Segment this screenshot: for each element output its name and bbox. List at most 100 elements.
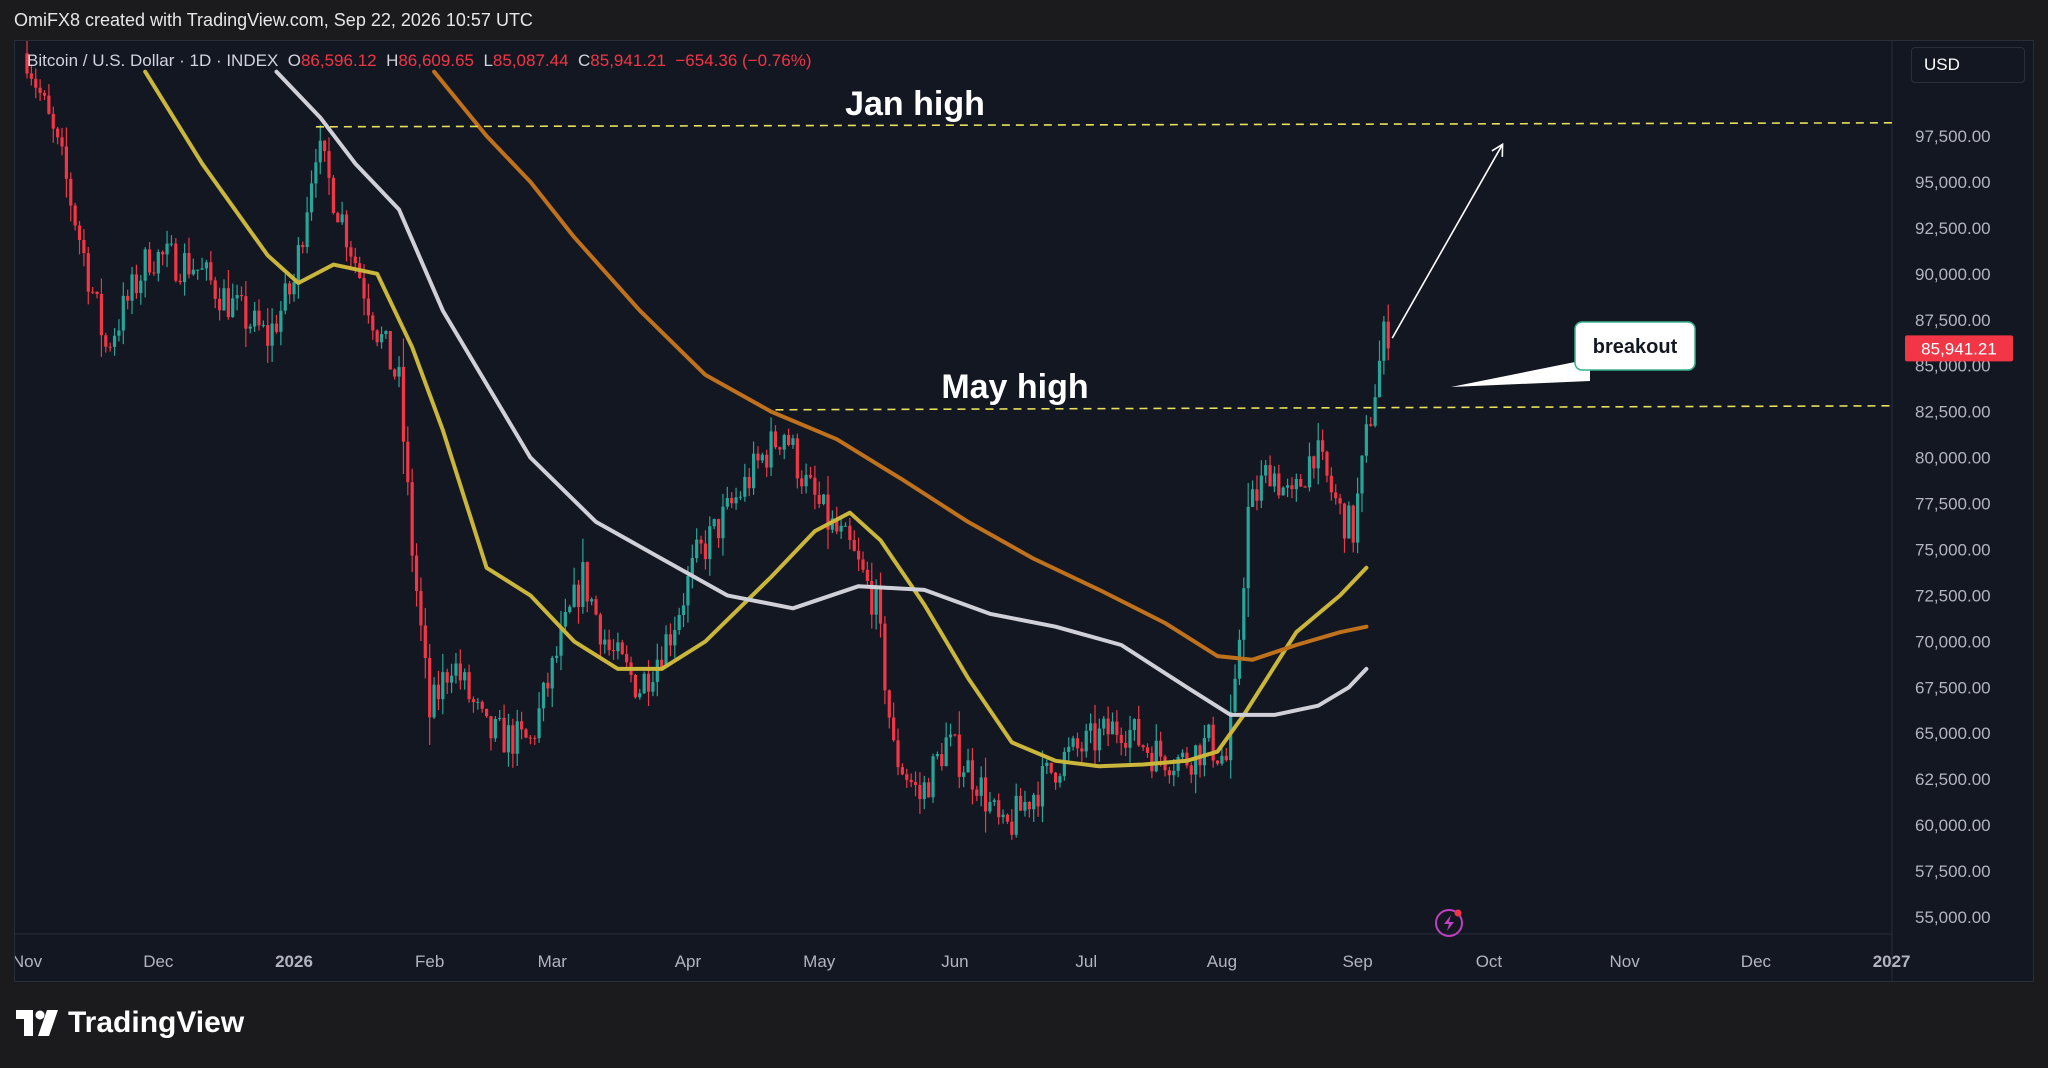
candle xyxy=(730,492,734,509)
candle xyxy=(1001,809,1005,824)
candle xyxy=(751,441,756,495)
candle xyxy=(1329,467,1333,501)
candle xyxy=(791,434,795,449)
candle xyxy=(756,446,760,469)
candle xyxy=(239,286,244,301)
candle xyxy=(454,652,458,684)
candle xyxy=(878,572,883,638)
candle xyxy=(962,766,966,788)
candle xyxy=(419,577,423,642)
candle xyxy=(664,625,668,669)
low-label: L xyxy=(483,51,493,70)
candle xyxy=(1377,340,1382,398)
currency-button[interactable]: USD xyxy=(1911,47,2025,83)
candle xyxy=(1163,754,1167,777)
candle xyxy=(91,286,95,294)
candle xyxy=(1215,760,1220,766)
candle xyxy=(703,530,708,570)
chart-panel[interactable]: Jan high May high breakout 97,500.00 95,000… xyxy=(14,40,2034,982)
price-tick-label: 72,500.00 xyxy=(1915,586,1991,605)
breakout-callout[interactable]: breakout xyxy=(1451,321,1696,387)
candle xyxy=(1032,792,1036,822)
time-axis[interactable]: Nov Dec 2026 Feb Mar Apr May Jun Jul Aug Sep Oct Nov… xyxy=(15,952,1911,971)
candle xyxy=(857,537,861,572)
candle xyxy=(795,433,799,489)
candle xyxy=(1338,493,1342,515)
candle xyxy=(1299,474,1303,487)
candle xyxy=(432,677,436,720)
projection-arrow[interactable] xyxy=(1391,142,1504,339)
candle xyxy=(1023,790,1027,817)
candle xyxy=(213,276,217,309)
price-tick-label: 85,000.00 xyxy=(1915,357,1991,376)
candle xyxy=(861,551,865,573)
candle xyxy=(95,291,99,299)
candle xyxy=(979,766,983,807)
candle xyxy=(156,249,160,282)
price-chart[interactable]: Jan high May high breakout 97,500.00 95,000… xyxy=(15,41,2034,982)
candle xyxy=(1093,704,1097,769)
candle xyxy=(266,308,270,363)
candle xyxy=(99,278,104,357)
last-price-tag[interactable]: 85,941.21 xyxy=(1905,335,2013,362)
price-tick-label: 92,500.00 xyxy=(1915,219,1991,238)
tradingview-logo[interactable]: TradingView xyxy=(16,1006,244,1040)
candle xyxy=(191,258,195,276)
candle xyxy=(257,299,261,331)
level-line[interactable] xyxy=(315,122,1893,128)
candle xyxy=(1005,813,1010,824)
high-value: 86,609.65 xyxy=(398,51,474,70)
time-tick-label: May xyxy=(803,952,836,971)
symbol-name[interactable]: Bitcoin / U.S. Dollar · 1D · INDEX xyxy=(27,51,279,70)
candle xyxy=(743,463,747,502)
price-axis[interactable]: 97,500.00 95,000.00 92,500.00 90,000.00 87,5… xyxy=(1905,127,2013,927)
candle xyxy=(1290,477,1294,499)
candle xyxy=(642,671,646,695)
candle xyxy=(927,777,931,798)
candle xyxy=(760,452,764,464)
candle xyxy=(1294,473,1298,502)
candle xyxy=(572,567,576,608)
price-tick-label: 67,500.00 xyxy=(1915,678,1991,697)
annotations: Jan high May high breakout xyxy=(845,85,1696,406)
candle xyxy=(909,773,913,788)
tradingview-logo-icon xyxy=(16,1010,58,1036)
candle xyxy=(524,728,528,739)
candle xyxy=(1141,744,1145,751)
candle xyxy=(887,689,891,729)
candle xyxy=(134,264,139,299)
chart-credit: OmiFX8 created with TradingView.com, Sep… xyxy=(14,10,533,30)
level-line[interactable] xyxy=(775,405,1893,411)
price-tick-label: 82,500.00 xyxy=(1915,403,1991,422)
candle xyxy=(371,312,375,340)
alert-icon[interactable] xyxy=(1435,909,1463,937)
callout-label: breakout xyxy=(1593,336,1678,358)
moving-average-ma_slow xyxy=(432,69,1369,662)
candle xyxy=(625,645,629,669)
candle xyxy=(1259,460,1263,509)
candle xyxy=(331,174,335,215)
candle xyxy=(1119,727,1123,756)
candle xyxy=(1189,762,1193,784)
candle xyxy=(309,170,314,221)
candle xyxy=(900,763,904,776)
candle xyxy=(484,708,489,718)
candle xyxy=(1369,416,1373,427)
price-tick-label: 75,000.00 xyxy=(1915,540,1991,559)
candle xyxy=(533,735,537,745)
candle xyxy=(1202,725,1207,777)
candle xyxy=(174,238,178,283)
candle xyxy=(1040,750,1045,823)
tradingview-logo-text: TradingView xyxy=(68,1006,245,1039)
candle xyxy=(747,468,751,497)
time-tick-label: 2027 xyxy=(1873,952,1911,971)
candle xyxy=(948,723,953,747)
candle xyxy=(1250,480,1255,508)
candle xyxy=(502,704,506,753)
candle xyxy=(826,476,830,550)
candle xyxy=(261,320,265,328)
candle xyxy=(568,604,572,614)
candle xyxy=(1281,486,1285,496)
candle xyxy=(822,494,826,506)
candle xyxy=(673,616,677,659)
